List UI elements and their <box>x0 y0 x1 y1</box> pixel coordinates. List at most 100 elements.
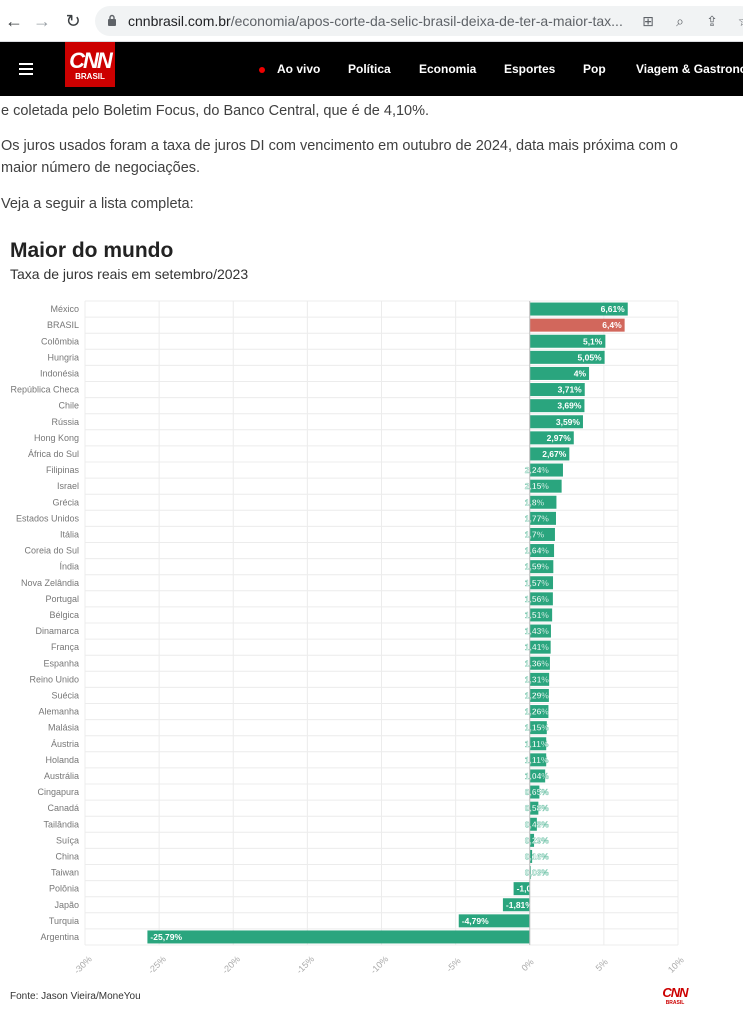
lock-icon <box>108 14 116 26</box>
bar <box>458 914 530 928</box>
x-tick-label: -5% <box>444 956 462 974</box>
browser-toolbar: ← → ↻ cnnbrasil.com.br/economia/apos-cor… <box>0 0 743 42</box>
bar <box>147 930 530 944</box>
category-label: Taiwan <box>51 868 79 878</box>
bar <box>529 608 553 622</box>
category-label: Colômbia <box>41 336 79 346</box>
data-label: 1,41% <box>525 642 550 652</box>
reload-icon[interactable]: ↻ <box>65 11 81 31</box>
category-label: Suíça <box>56 835 79 845</box>
category-label: Dinamarca <box>35 626 79 636</box>
bar <box>529 350 605 364</box>
bar-chart: México 6,61% BRASIL 6,4% Colômbia 5,1% Hungria… <box>10 300 686 976</box>
bar <box>529 737 547 751</box>
bookmark-star-icon[interactable]: ☆ <box>735 12 743 30</box>
category-label: Filipinas <box>46 465 80 475</box>
category-label: Austrália <box>44 771 79 781</box>
address-bar[interactable]: cnnbrasil.com.br/economia/apos-corte-da-… <box>95 6 743 36</box>
x-tick-label: -30% <box>72 954 94 976</box>
data-label: -1,81% <box>506 900 533 910</box>
category-label: Rússia <box>51 417 79 427</box>
x-tick-label: -25% <box>146 954 168 976</box>
bar <box>529 511 556 525</box>
site-header: CNN BRASIL Ao vivo Política Economia Esp… <box>0 42 743 96</box>
zoom-icon[interactable]: ⌕ <box>676 13 684 29</box>
data-label: 1,11% <box>525 755 549 765</box>
category-label: Chile <box>58 401 79 411</box>
bar <box>529 624 551 638</box>
bar <box>502 898 530 912</box>
category-label: Israel <box>57 481 79 491</box>
cnn-brasil-logo[interactable]: CNN BRASIL <box>65 42 115 87</box>
data-label: 1,11% <box>525 739 549 749</box>
bar <box>529 801 539 815</box>
bar <box>529 817 537 831</box>
category-label: França <box>51 642 79 652</box>
nav-pop[interactable]: Pop <box>583 62 606 76</box>
x-tick-label: -10% <box>368 954 390 976</box>
data-label: 2,24% <box>525 465 550 475</box>
category-label: Tailândia <box>43 819 79 829</box>
data-label: 1,43% <box>525 626 550 636</box>
bar <box>529 592 553 606</box>
category-label: África do Sul <box>28 449 79 459</box>
data-label: 1,77% <box>525 513 550 523</box>
data-label: -4,79% <box>462 916 489 926</box>
bar <box>529 672 550 686</box>
chart-source: Fonte: Jason Vieira/MoneYou <box>10 991 141 1002</box>
category-label: República Checa <box>10 385 79 395</box>
category-label: Hong Kong <box>34 433 79 443</box>
nav-politica[interactable]: Política <box>348 62 391 76</box>
nav-esportes[interactable]: Esportes <box>504 62 556 76</box>
category-label: Índia <box>59 562 79 572</box>
category-label: Indonésia <box>40 368 79 378</box>
chart-title: Maior do mundo <box>10 239 174 262</box>
x-tick-label: 0% <box>519 957 535 973</box>
data-label: 1,26% <box>525 707 550 717</box>
category-label: Reino Unido <box>29 674 79 684</box>
menu-icon[interactable] <box>19 63 33 75</box>
nav-ao-vivo[interactable]: Ao vivo <box>277 62 321 76</box>
bar <box>529 544 555 558</box>
bar <box>529 688 549 702</box>
category-label: Bélgica <box>49 610 79 620</box>
bar <box>529 495 557 509</box>
data-label: 1,51% <box>525 610 550 620</box>
bar <box>529 318 625 332</box>
bar <box>529 527 555 541</box>
category-label: Malásia <box>48 723 79 733</box>
data-label: 1,64% <box>525 546 550 556</box>
data-label: 0,48% <box>525 819 550 829</box>
back-arrow-icon[interactable]: ← <box>5 11 23 31</box>
nav-viagem-gastronomia[interactable]: Viagem & Gastronom <box>636 62 743 76</box>
data-label: 0,16% <box>525 851 550 861</box>
data-label: -1,09% <box>517 884 544 894</box>
category-label: Suécia <box>51 690 79 700</box>
category-label: Hungria <box>47 352 79 362</box>
bar <box>529 640 551 654</box>
bar <box>529 463 563 477</box>
bar <box>529 366 590 380</box>
data-label: 1,7% <box>525 529 545 539</box>
forward-arrow-icon[interactable]: → <box>33 11 51 31</box>
data-label: 0,03% <box>525 868 550 878</box>
article-paragraph: e coletada pelo Boletim Focus, do Banco … <box>1 103 430 119</box>
translate-icon[interactable]: ⊞ <box>642 13 654 29</box>
category-label: Portugal <box>45 594 79 604</box>
x-tick-label: -20% <box>220 954 242 976</box>
data-label: 3,71% <box>558 385 583 395</box>
nav-economia[interactable]: Economia <box>419 62 477 76</box>
data-label: 1,36% <box>525 658 550 668</box>
data-label: 1,29% <box>525 690 550 700</box>
data-label: 1,8% <box>525 497 545 507</box>
url-text[interactable]: cnnbrasil.com.br/economia/apos-corte-da-… <box>128 13 623 29</box>
data-label: 3,69% <box>557 401 582 411</box>
bar <box>529 656 550 670</box>
data-label: 1,57% <box>525 578 550 588</box>
category-label: Argentina <box>40 932 79 942</box>
category-label: Turquia <box>49 916 79 926</box>
share-icon[interactable]: ⇪ <box>706 13 718 29</box>
data-label: 1,59% <box>525 562 550 572</box>
category-label: Japão <box>54 900 79 910</box>
bar <box>529 479 562 493</box>
